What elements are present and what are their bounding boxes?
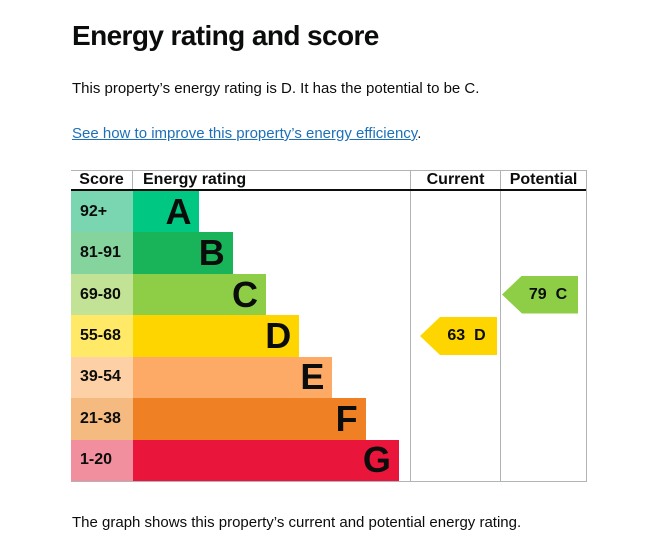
band-letter-e: E — [300, 356, 325, 398]
band-row-b: 81-91 B — [71, 232, 410, 274]
bar-a: A — [133, 190, 200, 233]
bar-area-a: A — [133, 190, 410, 233]
score-cell-e: 39-54 — [71, 356, 133, 399]
current-rating-value: 63 — [447, 326, 466, 344]
chart-header-row: Score Energy rating Current Potential — [71, 171, 586, 191]
band-letter-f: F — [335, 397, 358, 439]
band-row-d: 55-68 D — [71, 314, 410, 357]
score-range-c: 69-80 — [80, 285, 121, 303]
current-rating-arrow: 63 D — [420, 316, 497, 355]
score-cell-c: 69-80 — [71, 273, 133, 316]
band-letter-d: D — [265, 314, 292, 356]
bar-g: G — [133, 439, 399, 481]
band-letter-a: A — [165, 190, 192, 232]
score-range-e: 39-54 — [80, 368, 121, 386]
band-row-a: 92+ A — [71, 190, 410, 233]
score-cell-g: 1-20 — [71, 439, 133, 481]
score-range-f: 21-38 — [80, 409, 121, 427]
intro-text: This property’s energy rating is D. It h… — [72, 80, 480, 97]
bar-e: E — [133, 356, 333, 399]
bar-area-f: F — [133, 397, 410, 440]
column-header-potential: Potential — [500, 171, 586, 189]
potential-column: 79 C — [500, 191, 586, 481]
bar-b: B — [133, 232, 233, 274]
rating-bands: 92+ A 81-91 B — [71, 191, 410, 481]
potential-rating-arrow: 79 C — [502, 275, 578, 314]
bar-area-d: D — [133, 314, 410, 357]
column-header-score: Score — [71, 171, 133, 189]
bar-area-b: B — [133, 232, 410, 274]
band-row-e: 39-54 E — [71, 356, 410, 399]
score-cell-d: 55-68 — [71, 315, 133, 357]
score-cell-f: 21-38 — [71, 398, 133, 440]
current-column: 63 D — [410, 191, 500, 481]
link-period: . — [417, 125, 422, 142]
bar-c: C — [133, 273, 266, 316]
score-range-b: 81-91 — [80, 244, 121, 262]
bar-area-c: C — [133, 273, 410, 316]
bar-f: F — [133, 397, 366, 440]
page-title: Energy rating and score — [72, 20, 379, 51]
bar-area-e: E — [133, 356, 410, 399]
improve-efficiency-link[interactable]: See how to improve this property’s energ… — [72, 125, 418, 142]
score-range-g: 1-20 — [80, 451, 113, 469]
band-row-c: 69-80 C — [71, 273, 410, 316]
band-row-g: 1-20 G — [71, 439, 410, 481]
bar-area-g: G — [133, 439, 410, 481]
column-header-energy-rating: Energy rating — [143, 171, 247, 188]
score-cell-b: 81-91 — [71, 232, 133, 274]
score-range-d: 55-68 — [80, 326, 121, 344]
chart-body: 92+ A 81-91 B — [71, 191, 586, 481]
band-letter-g: G — [362, 439, 391, 481]
band-row-f: 21-38 F — [71, 397, 410, 440]
column-header-current: Current — [410, 171, 500, 189]
band-letter-b: B — [198, 232, 225, 274]
improve-link-line: See how to improve this property’s energ… — [72, 124, 672, 143]
band-letter-c: C — [231, 273, 258, 315]
current-rating-letter: D — [474, 326, 486, 344]
bar-d: D — [133, 314, 300, 357]
score-cell-a: 92+ — [71, 191, 133, 233]
potential-rating-letter: C — [555, 285, 568, 303]
energy-rating-chart: Score Energy rating Current Potential 92… — [71, 170, 587, 482]
graph-caption: The graph shows this property’s current … — [72, 514, 522, 531]
score-range-a: 92+ — [80, 202, 108, 220]
potential-rating-value: 79 — [528, 285, 547, 303]
